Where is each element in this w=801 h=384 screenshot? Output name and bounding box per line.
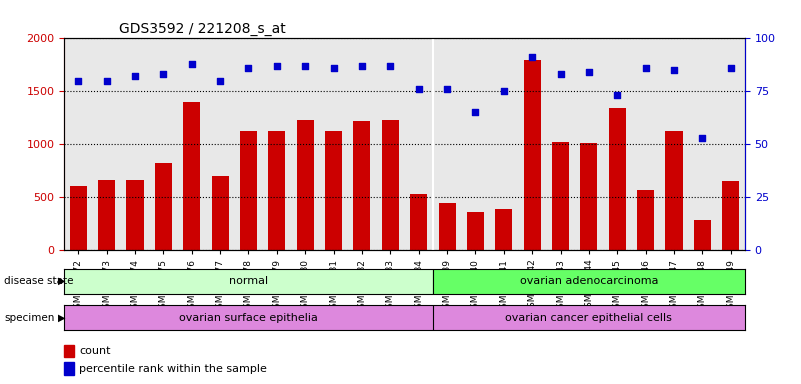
Bar bbox=[433, 269, 745, 294]
Point bbox=[724, 65, 737, 71]
Text: percentile rank within the sample: percentile rank within the sample bbox=[79, 364, 267, 374]
Bar bbox=[127, 180, 143, 250]
Bar bbox=[64, 305, 433, 330]
Bar bbox=[240, 131, 257, 250]
Point bbox=[157, 71, 170, 78]
Bar bbox=[155, 163, 172, 250]
Point bbox=[667, 67, 680, 73]
Point bbox=[413, 86, 425, 92]
Bar bbox=[382, 120, 399, 250]
Point bbox=[242, 65, 255, 71]
Bar bbox=[353, 121, 370, 250]
Point bbox=[639, 65, 652, 71]
Text: ovarian adenocarcinoma: ovarian adenocarcinoma bbox=[520, 276, 658, 286]
Text: disease state: disease state bbox=[4, 276, 74, 286]
Bar bbox=[524, 60, 541, 250]
Bar bbox=[211, 176, 228, 250]
Bar bbox=[70, 186, 87, 250]
Text: ▶: ▶ bbox=[58, 313, 65, 323]
Bar bbox=[694, 220, 710, 250]
Text: ovarian surface epithelia: ovarian surface epithelia bbox=[179, 313, 318, 323]
Bar bbox=[325, 131, 342, 250]
Point bbox=[129, 73, 142, 79]
Point bbox=[185, 61, 198, 67]
Text: ▶: ▶ bbox=[58, 276, 65, 286]
Point bbox=[327, 65, 340, 71]
Point bbox=[441, 86, 453, 92]
Point bbox=[299, 63, 312, 69]
Bar bbox=[666, 131, 682, 250]
Bar bbox=[438, 203, 456, 250]
Point bbox=[384, 63, 396, 69]
Bar bbox=[552, 142, 569, 250]
Bar bbox=[64, 345, 74, 357]
Bar bbox=[410, 194, 427, 250]
Bar bbox=[183, 102, 200, 250]
Bar bbox=[268, 131, 285, 250]
Bar bbox=[296, 120, 314, 250]
Bar bbox=[637, 190, 654, 250]
Bar bbox=[581, 143, 598, 250]
Point bbox=[72, 78, 85, 84]
Bar bbox=[609, 108, 626, 250]
Text: specimen: specimen bbox=[4, 313, 54, 323]
Point bbox=[696, 135, 709, 141]
Text: GDS3592 / 221208_s_at: GDS3592 / 221208_s_at bbox=[119, 22, 285, 36]
Point bbox=[525, 55, 538, 61]
Bar bbox=[64, 362, 74, 375]
Bar bbox=[495, 210, 513, 250]
Point bbox=[497, 88, 510, 94]
Point bbox=[469, 109, 482, 116]
Bar bbox=[433, 305, 745, 330]
Point bbox=[214, 78, 227, 84]
Point bbox=[554, 71, 567, 78]
Bar bbox=[723, 181, 739, 250]
Point bbox=[356, 63, 368, 69]
Point bbox=[582, 69, 595, 75]
Bar bbox=[467, 212, 484, 250]
Text: ovarian cancer epithelial cells: ovarian cancer epithelial cells bbox=[505, 313, 672, 323]
Point bbox=[611, 92, 624, 98]
Text: count: count bbox=[79, 346, 111, 356]
Point bbox=[271, 63, 284, 69]
Bar bbox=[98, 180, 115, 250]
Text: normal: normal bbox=[229, 276, 268, 286]
Bar bbox=[64, 269, 433, 294]
Point bbox=[100, 78, 113, 84]
